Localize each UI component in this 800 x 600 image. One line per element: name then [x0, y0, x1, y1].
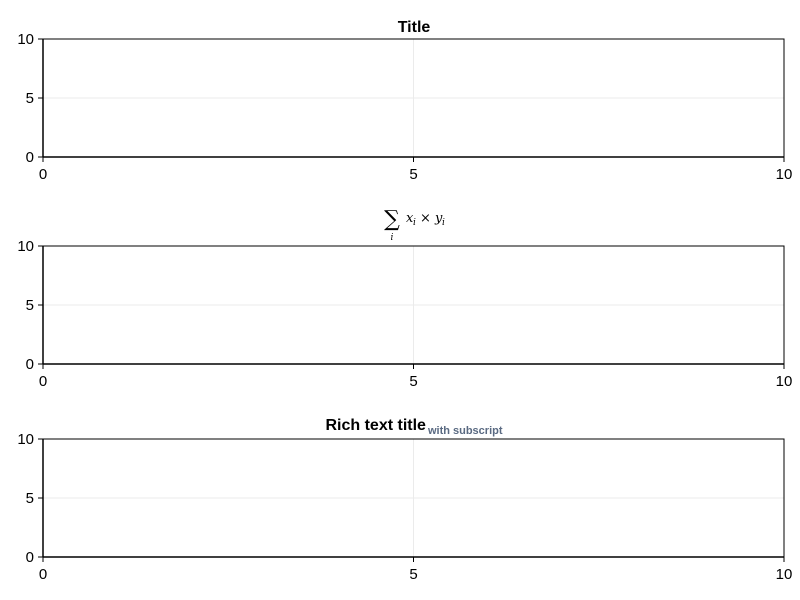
x-tick-label: 10 [776, 373, 793, 390]
x-tick-label: 5 [409, 166, 417, 183]
sum-operator: ∑ [384, 207, 400, 232]
x-tick-label: 10 [776, 566, 793, 583]
x-tick-label: 5 [409, 566, 417, 583]
y-tick-label: 0 [26, 549, 34, 566]
math-times: × [420, 211, 431, 226]
y-tick-label: 10 [17, 431, 34, 448]
panel-1-axes: 0 5 10 0 5 10 [17, 31, 792, 183]
panel-3-title-group: Rich text title with subscript [325, 417, 502, 437]
panel-2-axes: 0 5 10 0 5 10 [17, 238, 792, 390]
panel-2-math-title: ∑ i x i × y i [384, 207, 445, 243]
math-x-sub: i [413, 218, 416, 228]
panel-3-axes: 0 5 10 0 5 10 [17, 431, 792, 583]
y-tick-label: 5 [26, 297, 34, 314]
panel-2: ∑ i x i × y i [384, 207, 445, 243]
panel-1: Title [398, 19, 431, 36]
math-y-sub: i [442, 218, 445, 228]
y-tick-label: 10 [17, 238, 34, 255]
panel-3-title: Rich text title [325, 417, 426, 434]
y-tick-label: 5 [26, 490, 34, 507]
y-tick-label: 5 [26, 90, 34, 107]
panel-1-title: Title [398, 19, 431, 36]
y-tick-label: 0 [26, 149, 34, 166]
sum-index: i [391, 233, 394, 243]
math-x: x [406, 211, 414, 226]
x-tick-label: 0 [39, 166, 47, 183]
panel-3: Rich text title with subscript [325, 417, 502, 437]
y-tick-label: 0 [26, 356, 34, 373]
math-y: y [434, 211, 443, 226]
y-tick-label: 10 [17, 31, 34, 48]
x-tick-label: 0 [39, 373, 47, 390]
x-tick-label: 5 [409, 373, 417, 390]
x-tick-label: 0 [39, 566, 47, 583]
panel-3-subtitle: with subscript [427, 425, 503, 437]
x-tick-label: 10 [776, 166, 793, 183]
